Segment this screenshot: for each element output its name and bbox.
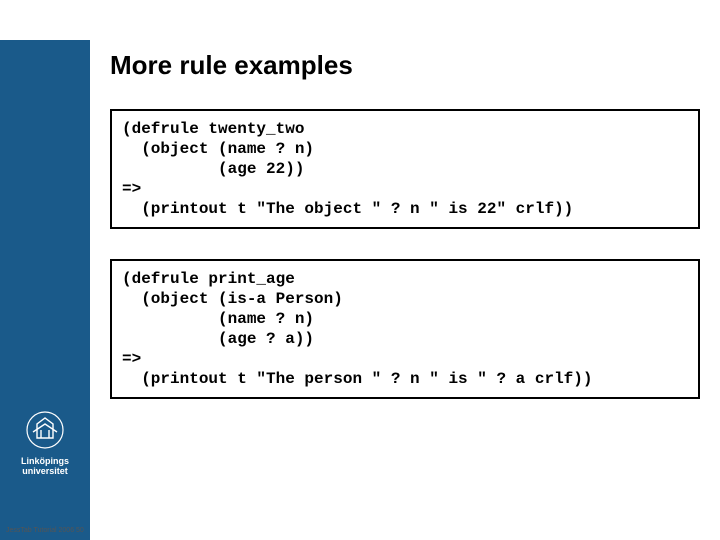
footer-left: JessTab Tutorial 2006 50 — [6, 527, 84, 534]
content-area: More rule examples (defrule twenty_two (… — [110, 50, 700, 429]
code-block-1: (defrule twenty_two (object (name ? n) (… — [110, 109, 700, 229]
seal-icon — [23, 408, 67, 452]
code-block-2: (defrule print_age (object (is-a Person)… — [110, 259, 700, 399]
university-name: Linköpings universitet — [0, 456, 90, 476]
university-logo-block: Linköpings universitet — [0, 408, 90, 476]
slide-title: More rule examples — [110, 50, 700, 81]
footer-right: 50 — [698, 524, 708, 534]
slide: More rule examples (defrule twenty_two (… — [0, 0, 720, 540]
sidebar-top-cut — [0, 0, 90, 40]
